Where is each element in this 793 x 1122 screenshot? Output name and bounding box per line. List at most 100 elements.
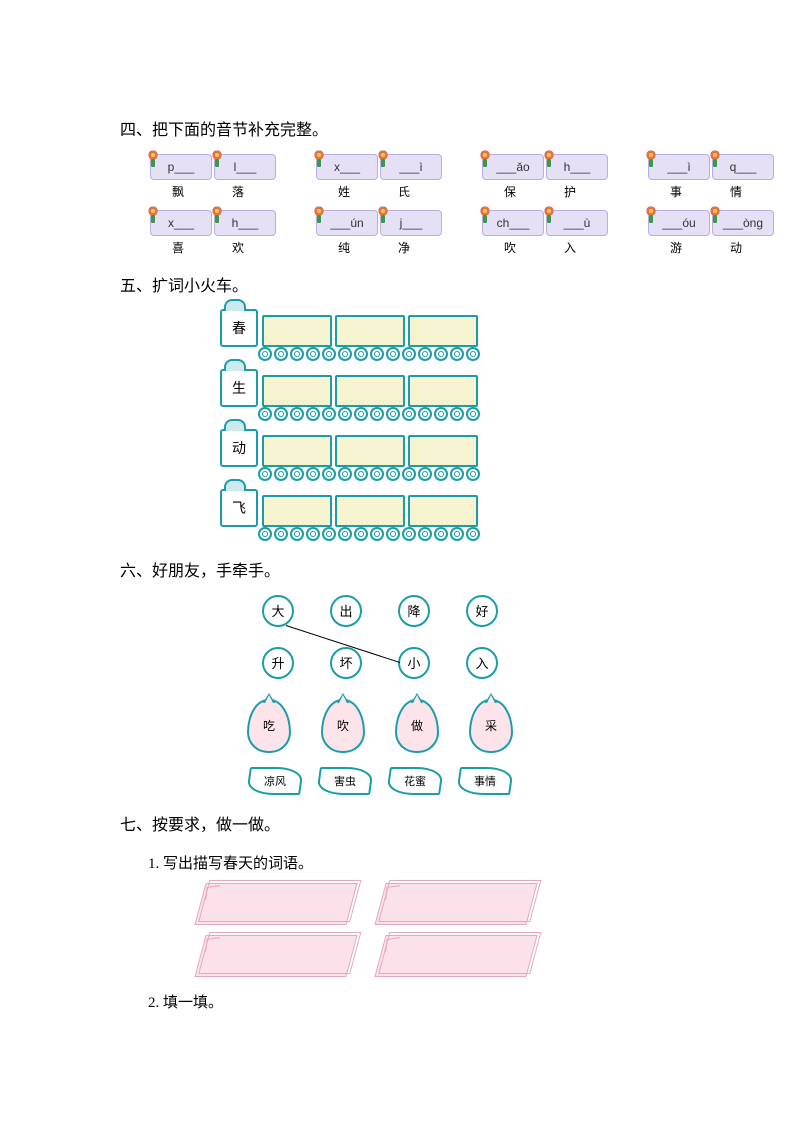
pinyin-tile[interactable]: h___ — [546, 154, 608, 180]
drop-shape[interactable]: 吃 — [247, 699, 291, 753]
answer-box[interactable] — [374, 935, 537, 977]
pinyin-row-1: p___ l___ 飘 落 x___ ___ì 姓 氏 ___ǎo h___ 保… — [150, 154, 673, 200]
trains-container: 春 生 动 — [220, 309, 673, 541]
section-5-title: 五、扩词小火车。 — [120, 274, 673, 300]
train-car[interactable] — [408, 435, 478, 467]
train-engine: 飞 — [220, 489, 258, 527]
match-circle[interactable]: 出 — [330, 595, 362, 627]
flower-icon — [311, 205, 327, 221]
train-car[interactable] — [335, 315, 405, 347]
answer-box[interactable] — [194, 883, 357, 925]
match-circle[interactable]: 坏 — [330, 647, 362, 679]
drop-shape[interactable]: 采 — [469, 699, 513, 753]
train-engine: 动 — [220, 429, 258, 467]
train-row: 动 — [220, 429, 673, 481]
worksheet-page: 四、把下面的音节补充完整。 p___ l___ 飘 落 x___ ___ì 姓 … — [0, 0, 793, 1122]
match-circle[interactable]: 小 — [398, 647, 430, 679]
pinyin-tile[interactable]: ___ì — [380, 154, 442, 180]
pinyin-tile[interactable]: x___ — [150, 210, 212, 236]
train-row: 春 — [220, 309, 673, 361]
pinyin-tile[interactable]: j___ — [380, 210, 442, 236]
drops-row: 吃 吹 做 采 — [240, 699, 520, 753]
pinyin-group: x___ ___ì 姓 氏 — [316, 154, 442, 200]
leaf-shape[interactable]: 害虫 — [316, 767, 374, 795]
drop-shape[interactable]: 做 — [395, 699, 439, 753]
flower-icon — [477, 149, 493, 165]
train-car[interactable] — [262, 495, 332, 527]
leaf-shape[interactable]: 花蜜 — [386, 767, 444, 795]
flower-icon — [541, 205, 557, 221]
answer-box[interactable] — [194, 935, 357, 977]
section-7-sub2: 2. 填一填。 — [148, 991, 673, 1012]
pinyin-group: ___óu ___òng 游 动 — [648, 210, 774, 256]
wheels-icon — [258, 527, 673, 541]
flower-icon — [209, 149, 225, 165]
pinyin-tile[interactable]: l___ — [214, 154, 276, 180]
pinyin-tile[interactable]: ___ù — [546, 210, 608, 236]
flower-icon — [145, 205, 161, 221]
hanzi-label: 游 动 — [648, 239, 774, 256]
hanzi-label: 事 情 — [648, 183, 774, 200]
circle-top-row: 大 出 降 好 — [240, 595, 520, 627]
pinyin-tile[interactable]: q___ — [712, 154, 774, 180]
pinyin-tile[interactable]: h___ — [214, 210, 276, 236]
train-car[interactable] — [335, 375, 405, 407]
match-circle[interactable]: 降 — [398, 595, 430, 627]
flower-icon — [707, 149, 723, 165]
train-car[interactable] — [262, 315, 332, 347]
pinyin-group: ___ún j___ 纯 净 — [316, 210, 442, 256]
train-car[interactable] — [262, 435, 332, 467]
section-7-title: 七、按要求，做一做。 — [120, 813, 673, 839]
flower-icon — [541, 149, 557, 165]
circle-bottom-row: 升 坏 小 入 — [240, 647, 520, 679]
leaves-row: 凉风 害虫 花蜜 事情 — [240, 767, 520, 795]
pinyin-group: p___ l___ 飘 落 — [150, 154, 276, 200]
flower-icon — [375, 149, 391, 165]
hanzi-label: 飘 落 — [150, 183, 276, 200]
flower-icon — [643, 149, 659, 165]
flower-icon — [145, 149, 161, 165]
pinyin-tile[interactable]: ___òng — [712, 210, 774, 236]
leaf-shape[interactable]: 凉风 — [246, 767, 304, 795]
train-car[interactable] — [335, 435, 405, 467]
train-car[interactable] — [262, 375, 332, 407]
pinyin-group: ch___ ___ù 吹 入 — [482, 210, 608, 256]
hanzi-label: 保 护 — [482, 183, 608, 200]
pinyin-tile[interactable]: p___ — [150, 154, 212, 180]
train-car[interactable] — [408, 495, 478, 527]
flower-icon — [209, 205, 225, 221]
pinyin-tile[interactable]: ___ǎo — [482, 154, 544, 180]
train-row: 飞 — [220, 489, 673, 541]
train-engine: 生 — [220, 369, 258, 407]
train-car[interactable] — [335, 495, 405, 527]
train-car[interactable] — [408, 315, 478, 347]
pinyin-tile[interactable]: ___ì — [648, 154, 710, 180]
wheels-icon — [258, 467, 673, 481]
match-circle[interactable]: 好 — [466, 595, 498, 627]
hanzi-label: 姓 氏 — [316, 183, 442, 200]
section-7-sub1: 1. 写出描写春天的词语。 — [148, 852, 673, 873]
pinyin-group: ___ì q___ 事 情 — [648, 154, 774, 200]
pinyin-group: ___ǎo h___ 保 护 — [482, 154, 608, 200]
pinyin-tile[interactable]: ___ún — [316, 210, 378, 236]
answer-boxes — [200, 883, 673, 977]
train-car[interactable] — [408, 375, 478, 407]
pinyin-tile[interactable]: ch___ — [482, 210, 544, 236]
match-circle[interactable]: 大 — [262, 595, 294, 627]
pinyin-group: x___ h___ 喜 欢 — [150, 210, 276, 256]
train-row: 生 — [220, 369, 673, 421]
drop-shape[interactable]: 吹 — [321, 699, 365, 753]
hanzi-label: 纯 净 — [316, 239, 442, 256]
friends-container: 大 出 降 好 升 坏 小 入 吃 吹 做 采 凉风 害虫 花蜜 事情 — [240, 595, 520, 795]
pinyin-tile[interactable]: x___ — [316, 154, 378, 180]
flower-icon — [643, 205, 659, 221]
wheels-icon — [258, 347, 673, 361]
leaf-shape[interactable]: 事情 — [456, 767, 514, 795]
flower-icon — [477, 205, 493, 221]
pinyin-tile[interactable]: ___óu — [648, 210, 710, 236]
train-engine: 春 — [220, 309, 258, 347]
answer-box[interactable] — [374, 883, 537, 925]
match-circle[interactable]: 升 — [262, 647, 294, 679]
match-circle[interactable]: 入 — [466, 647, 498, 679]
flower-icon — [311, 149, 327, 165]
